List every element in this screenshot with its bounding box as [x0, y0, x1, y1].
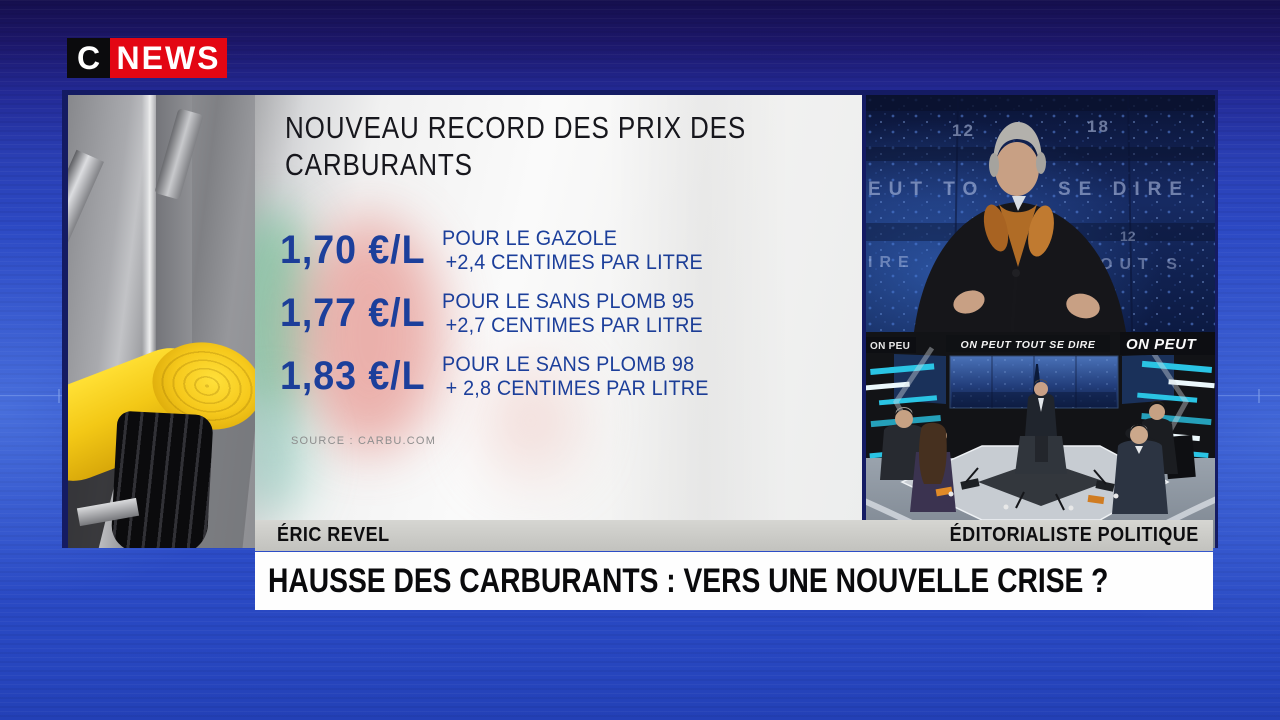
blur-blob-pink — [483, 363, 578, 478]
panelist-right-seated — [1112, 424, 1168, 514]
headline-bar: HAUSSE DES CARBURANTS : VERS UNE NOUVELL… — [255, 552, 1213, 610]
banner-left: ON PEU — [870, 341, 910, 352]
show-banners: ON PEU ON PEUT TOUT SE DIRE ON PEUT — [866, 332, 1215, 355]
speaker-role: ÉDITORIALISTE POLITIQUE — [949, 524, 1199, 546]
backdrop-text-lower-left: IRE — [868, 254, 916, 271]
banner-center: ON PEUT TOUT SE DIRE — [961, 339, 1096, 351]
price-desc-line2: +2,7 CENTIMES PAR LITRE — [445, 313, 703, 337]
price-value: 1,70 €/L — [280, 227, 426, 272]
banner-right: ON PEUT — [1126, 336, 1198, 353]
infographic-title: NOUVEAU RECORD DES PRIX DES CARBURANTS — [285, 109, 746, 183]
price-desc-line2: +2,4 CENTIMES PAR LITRE — [445, 250, 703, 274]
blur-blob-teal — [255, 393, 309, 518]
headline-text: HAUSSE DES CARBURANTS : VERS UNE NOUVELL… — [268, 561, 1109, 600]
price-desc-line1: POUR LE SANS PLOMB 98 — [442, 352, 695, 376]
title-line-1: NOUVEAU RECORD DES PRIX DES — [285, 110, 747, 145]
source-credit: SOURCE : CARBU.COM — [291, 435, 437, 447]
price-value: 1,83 €/L — [280, 353, 426, 398]
video-column: 12 18 EUT TO SE DIRE IRE OUT S 12 — [866, 95, 1215, 548]
backdrop-number-small: 12 — [1120, 228, 1136, 244]
speaker-video: 12 18 EUT TO SE DIRE IRE OUT S 12 — [866, 95, 1215, 332]
price-row-sp98: 1,83 €/L POUR LE SANS PLOMB 98 + 2,8 CEN… — [280, 352, 732, 400]
price-desc-line2: + 2,8 CENTIMES PAR LITRE — [445, 376, 709, 400]
lower-third-name-bar: ÉRIC REVEL ÉDITORIALISTE POLITIQUE — [255, 520, 1213, 551]
logo-c-box: C — [67, 38, 110, 78]
backdrop-number-12: 12 — [952, 121, 975, 140]
speaker-person — [914, 122, 1126, 332]
price-desc-line1: POUR LE GAZOLE — [442, 226, 618, 250]
fuel-price-infographic: NOUVEAU RECORD DES PRIX DES CARBURANTS 1… — [255, 95, 862, 548]
title-line-2: CARBURANTS — [285, 147, 473, 182]
nozzle-black-hose — [110, 410, 214, 548]
backdrop-text-left: EUT TO — [868, 179, 985, 200]
backdrop-text-lower-right: OUT S — [1100, 256, 1184, 273]
backdrop-number-18: 18 — [1087, 117, 1110, 136]
studio-video: ON PEU ON PEUT TOUT SE DIRE ON PEUT — [866, 332, 1215, 548]
pump-seam — [142, 95, 156, 395]
logo-news-box: NEWS — [110, 38, 227, 78]
price-row-sp95: 1,77 €/L POUR LE SANS PLOMB 95 +2,7 CENT… — [280, 289, 726, 337]
panelist-left-woman — [910, 422, 956, 512]
cnews-logo: C NEWS — [67, 38, 227, 78]
microphone — [1010, 274, 1018, 332]
table-items — [935, 467, 1119, 511]
price-desc-line1: POUR LE SANS PLOMB 95 — [442, 289, 695, 313]
price-row-gazole: 1,70 €/L POUR LE GAZOLE +2,4 CENTIMES PA… — [280, 226, 726, 274]
nozzle-spout — [68, 149, 104, 285]
content-backing: NOUVEAU RECORD DES PRIX DES CARBURANTS 1… — [62, 90, 1218, 548]
host-standing — [1015, 379, 1067, 474]
fuel-pump-photo — [68, 95, 255, 548]
backdrop-text-right: SE DIRE — [1058, 179, 1190, 200]
speaker-name: ÉRIC REVEL — [277, 524, 390, 546]
price-value: 1,77 €/L — [280, 290, 426, 335]
blur-blob-red — [297, 217, 442, 452]
